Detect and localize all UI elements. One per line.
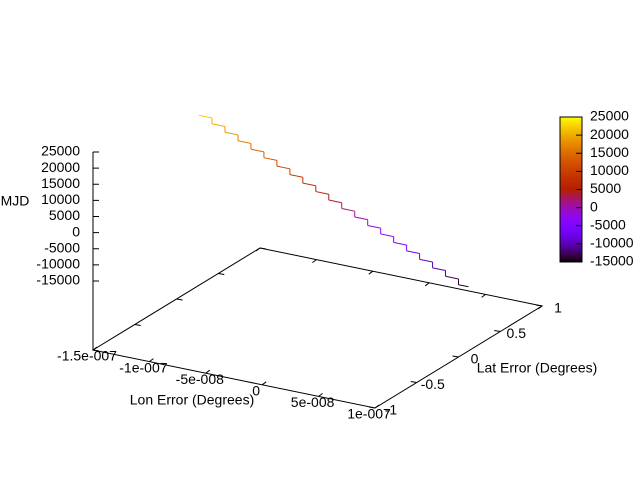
- step-run: [458, 284, 469, 288]
- y-tick: [134, 324, 141, 326]
- y-tick: [368, 406, 376, 409]
- x-tick-label: -1.5e-007: [57, 348, 117, 364]
- step-run: [328, 199, 342, 204]
- x-tick: [481, 293, 486, 298]
- step-run: [380, 233, 394, 238]
- x-tick: [318, 392, 323, 397]
- step-run: [289, 174, 303, 178]
- x-tick-label: 1e-007: [347, 406, 391, 422]
- step-run: [367, 224, 381, 229]
- colorbar-tick-label: -5000: [590, 216, 626, 232]
- step-run: [432, 267, 446, 271]
- colorbar-tick-label: 15000: [590, 144, 629, 160]
- x-tick-label: -1e-007: [119, 359, 167, 375]
- x-tick: [374, 404, 380, 409]
- z-tick-label: 20000: [41, 159, 80, 175]
- z-tick-label: -5000: [44, 239, 80, 255]
- step-run: [315, 191, 329, 195]
- colorbar-tick-label: -15000: [590, 253, 634, 269]
- x-tick: [255, 247, 261, 252]
- y-tick: [218, 273, 225, 275]
- y-tick-label: 0.5: [507, 325, 527, 341]
- y-tick: [452, 355, 459, 358]
- x-tick: [261, 381, 267, 386]
- step-run: [198, 114, 213, 119]
- step-run: [276, 165, 290, 170]
- z-tick-label: -10000: [36, 256, 80, 272]
- colorbar-tick-label: 0: [590, 198, 598, 214]
- x-tick: [537, 305, 543, 310]
- x-tick-label: 5e-008: [291, 394, 335, 410]
- z-tick-label: 10000: [41, 191, 80, 207]
- y-tick-label: 1: [554, 300, 562, 316]
- step-run: [406, 250, 420, 255]
- colorbar-tick-label: 20000: [590, 126, 629, 142]
- y-tick: [410, 381, 417, 383]
- z-tick-label: 0: [72, 223, 80, 239]
- step-run: [419, 258, 433, 263]
- y-tick-label: 0: [471, 351, 479, 367]
- step-run: [445, 275, 459, 280]
- x-axis-label: Lon Error (Degrees): [130, 392, 255, 408]
- step-run: [237, 140, 252, 144]
- y-tick: [494, 330, 501, 332]
- x-tick: [205, 369, 211, 374]
- z-tick-label: 15000: [41, 175, 80, 191]
- x-tick: [92, 346, 98, 351]
- y-tick: [92, 349, 100, 352]
- x-tick-label: -5e-008: [176, 371, 224, 387]
- z-tick-label: -15000: [36, 272, 80, 288]
- y-tick: [259, 247, 267, 250]
- colorbar-tick-label: 25000: [590, 108, 629, 124]
- y-tick-label: -0.5: [421, 376, 445, 392]
- colorbar-tick-label: 5000: [590, 180, 621, 196]
- y-axis-label: Lat Error (Degrees): [477, 360, 598, 376]
- x-tick: [424, 282, 430, 287]
- step-run: [211, 123, 226, 127]
- z-tick-label: 5000: [49, 207, 80, 223]
- z-tick-label: 25000: [41, 143, 80, 159]
- base-plane: [91, 247, 544, 409]
- x-tick: [149, 358, 154, 363]
- step-run: [250, 148, 265, 153]
- x-tick-label: 0: [252, 383, 260, 399]
- step-run: [354, 216, 368, 221]
- x-tick: [368, 270, 374, 275]
- z-axis-label: MJD: [1, 193, 30, 209]
- y-tick-label: -1: [385, 402, 398, 418]
- x-tick: [312, 259, 317, 264]
- step-run: [224, 131, 239, 136]
- y-tick: [535, 304, 543, 307]
- y-tick: [176, 298, 183, 301]
- step-run: [302, 182, 316, 187]
- step-run: [341, 208, 355, 212]
- step-run: [263, 157, 277, 161]
- step-run: [393, 241, 407, 246]
- colorbar-tick-label: -10000: [590, 235, 634, 251]
- colorbar-tick-label: 10000: [590, 162, 629, 178]
